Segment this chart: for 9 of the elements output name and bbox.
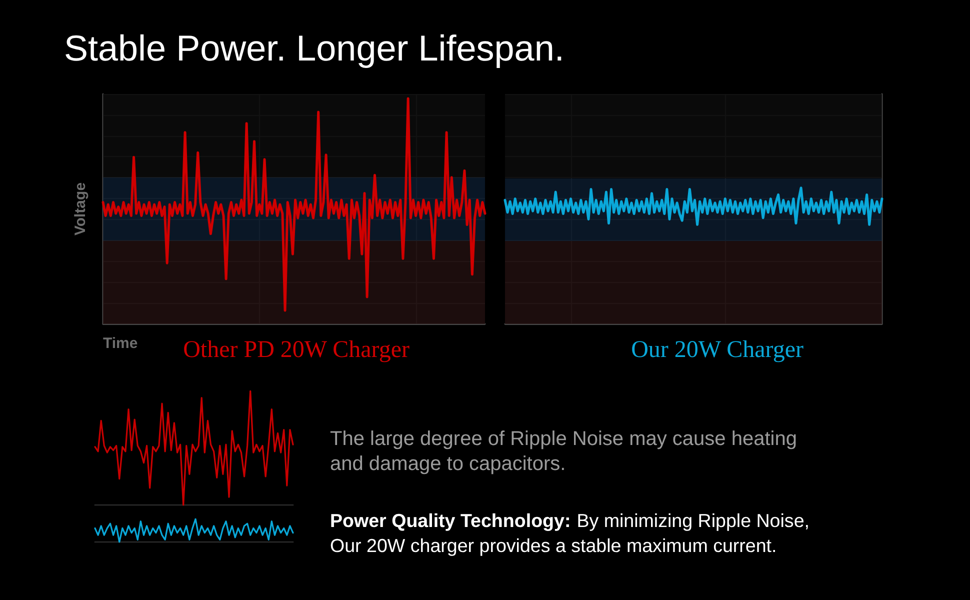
chart-title: Stable Power. Longer Lifespan. (64, 28, 564, 68)
text: Our 20W Charger (631, 337, 804, 363)
text: Our 20W charger provides a stable maximum current. (330, 534, 777, 558)
series-label: Other PD 20W Charger (183, 337, 410, 363)
text: By minimizing Ripple Noise, (576, 509, 810, 533)
x-axis-title: Time (103, 335, 138, 352)
text: The large degree of Ripple Noise may cause heating and damage to capacitors. (330, 427, 798, 477)
text: Power Quality Technology: (330, 509, 571, 533)
y-axis-title: Voltage (72, 182, 89, 236)
